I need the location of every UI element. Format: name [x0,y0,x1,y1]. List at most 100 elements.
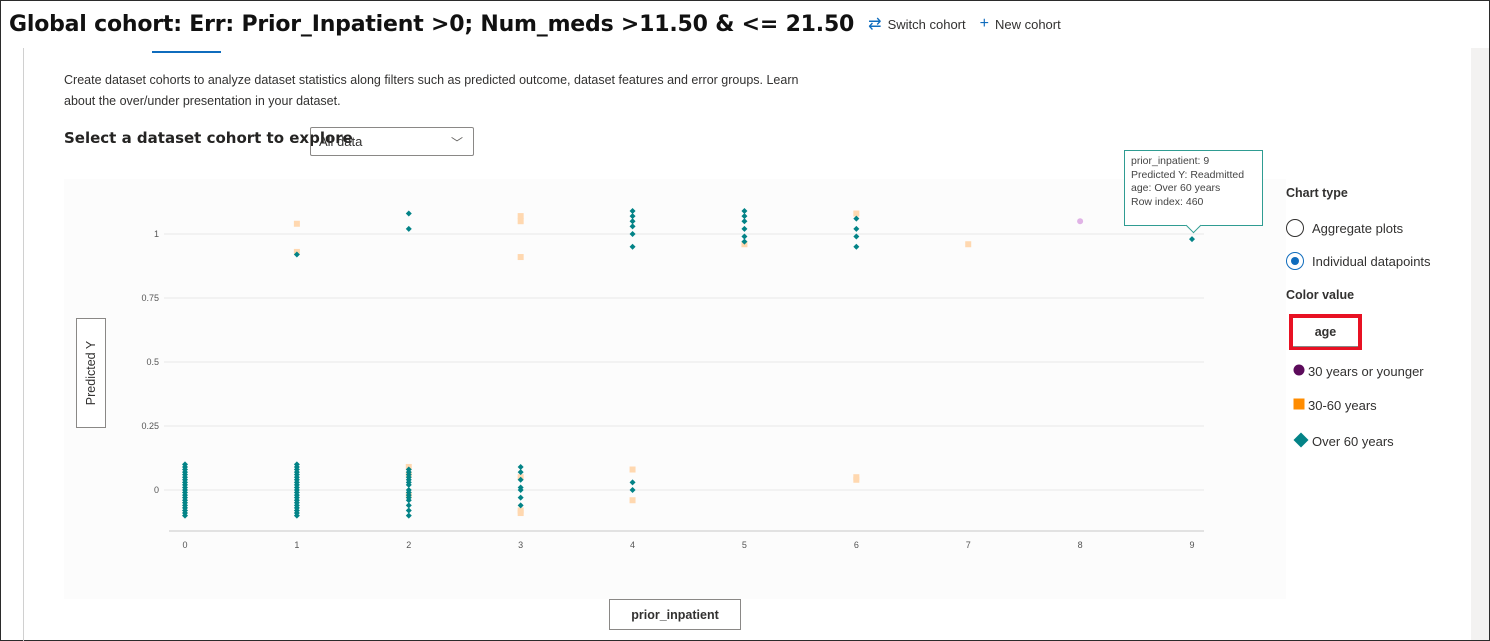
data-point [965,241,972,248]
data-point [405,225,412,232]
x-tick-label: 6 [854,540,859,550]
data-point [293,479,300,486]
chart-area: 0 0.25 0.5 0.75 1 0 1 2 3 4 5 6 7 8 9 [64,179,1286,599]
data-point [629,243,636,250]
page-title: Global cohort: Err: Prior_Inpatient >0; … [9,11,855,37]
x-tick-label: 1 [294,540,299,550]
data-point [517,494,524,501]
data-point [293,510,300,517]
x-tick-label: 8 [1078,540,1083,550]
data-point [517,463,524,470]
data-point [741,238,748,245]
tooltip-line: prior_inpatient: 9 [1131,155,1210,167]
legend-circle-icon [1293,364,1305,379]
top-bar: Global cohort: Err: Prior_Inpatient >0; … [0,0,1490,48]
tooltip-line: age: Over 60 years [1131,182,1221,194]
chevron-down-icon: ﹀ [450,136,463,150]
data-point [182,489,188,496]
data-point [182,494,188,501]
data-point [405,512,412,519]
y-axis-label: Predicted Y [84,340,98,406]
radio-individual-datapoints[interactable]: Individual datapoints [1286,252,1431,270]
data-point [182,484,188,491]
data-point [741,218,748,225]
legend-item-over-60[interactable]: Over 60 years [1293,432,1394,451]
legend-label: 30-60 years [1308,398,1377,413]
data-point [182,474,188,481]
data-point [182,504,188,511]
data-point [293,504,300,511]
data-point [293,494,300,501]
data-point [405,474,412,481]
data-point [405,489,412,496]
x-tick-label: 7 [966,540,971,550]
data-point [517,476,524,483]
data-point [741,233,748,240]
radio-selected-icon [1286,252,1304,270]
switch-cohort-label: Switch cohort [887,16,966,32]
color-value-text: age [1293,318,1358,347]
y-tick-label: 0.5 [146,357,159,367]
data-point [293,489,300,496]
plus-icon: + [979,15,989,32]
x-tick-label: 2 [406,540,411,550]
data-point [405,502,412,509]
data-point [629,218,636,225]
scatter-chart: 0 0.25 0.5 0.75 1 0 1 2 3 4 5 6 7 8 9 [141,207,1204,550]
x-axis-selector-button[interactable]: prior_inpatient [609,599,741,630]
data-point [182,469,188,476]
radio-label: Aggregate plots [1312,220,1404,236]
legend-item-30-60[interactable]: 30-60 years [1293,398,1377,413]
data-point [405,494,412,501]
data-point [1077,218,1084,225]
color-value-button[interactable]: age [1289,314,1362,350]
data-point [517,510,524,517]
color-value-label: Color value [1286,288,1355,302]
data-point [182,463,188,470]
data-point [293,499,300,506]
y-axis-selector-button[interactable]: Predicted Y [76,318,106,428]
x-tick-label: 4 [630,540,635,550]
switch-arrows-icon: ⇄ [868,16,882,33]
data-point [629,497,636,504]
data-point [853,225,860,232]
y-tick-label: 1 [154,229,159,239]
data-point [405,469,412,476]
data-point [853,210,860,217]
data-point [853,476,860,483]
legend-item-30-or-younger[interactable]: 30 years or younger [1293,364,1424,379]
datapoint-tooltip: prior_inpatient: 9 Predicted Y: Readmitt… [1124,150,1263,234]
y-tick-label: 0.75 [141,293,159,303]
x-tick-label: 0 [182,540,187,550]
data-point [629,479,636,486]
new-cohort-button[interactable]: + New cohort [980,15,1061,33]
x-tick-label: 9 [1189,540,1194,550]
description-text: Create dataset cohorts to analyze datase… [64,73,799,108]
x-tick-label: 3 [518,540,523,550]
data-point [517,254,524,261]
data-point [293,484,300,491]
data-point [517,469,524,476]
radio-aggregate-plots[interactable]: Aggregate plots [1286,219,1403,237]
data-point [629,231,636,237]
chart-type-label: Chart type [1286,186,1348,200]
cohort-dropdown[interactable]: All data ﹀ [310,127,474,156]
switch-cohort-button[interactable]: ⇄ Switch cohort [868,14,965,34]
data-point [293,474,300,481]
new-cohort-label: New cohort [994,16,1061,32]
data-point [405,210,412,217]
data-point [853,215,860,222]
data-point [629,213,636,220]
left-divider [23,48,24,641]
legend-label: Over 60 years [1312,434,1394,449]
data-point [629,207,636,214]
y-tick-label: 0.25 [141,421,159,431]
data-point [405,507,412,514]
y-tick-label: 0 [154,485,159,495]
scrollbar-track[interactable] [1471,48,1489,640]
data-point [293,220,300,227]
radio-label: Individual datapoints [1312,253,1431,269]
tooltip-line: Row index: 460 [1131,195,1204,208]
data-point [182,499,188,506]
data-point [517,502,524,509]
